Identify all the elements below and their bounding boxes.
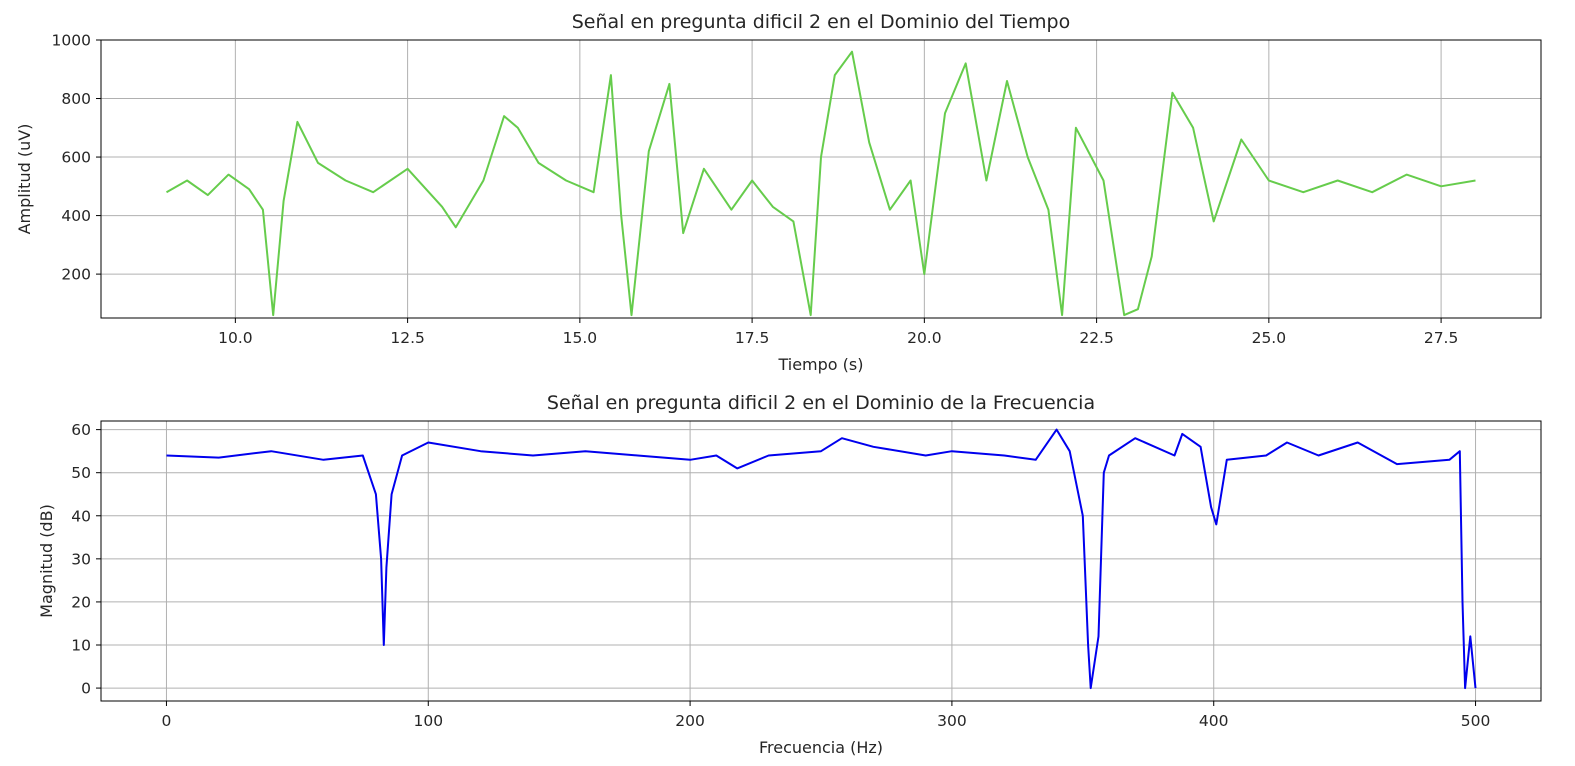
- freq-axes-frame: [100, 420, 1542, 702]
- freq-x-tick-label: 400: [1199, 712, 1229, 730]
- time-x-tick-label: 17.5: [735, 329, 770, 347]
- freq-y-tick-label: 40: [71, 507, 91, 525]
- freq-x-tick-label: 300: [937, 712, 967, 730]
- time-y-tick-label: 200: [61, 266, 91, 284]
- time-x-tick-label: 22.5: [1079, 329, 1114, 347]
- freq-x-tick-label: 100: [413, 712, 443, 730]
- time-y-tick-label: 400: [61, 207, 91, 225]
- freq-x-axis-label: Frecuencia (Hz): [759, 738, 883, 757]
- time-x-tick-label: 20.0: [907, 329, 942, 347]
- time-x-tick-label: 10.0: [218, 329, 253, 347]
- time-y-axis-label: Amplitud (uV): [15, 124, 34, 235]
- freq-x-tick-label: 0: [162, 712, 172, 730]
- freq-y-tick-label: 50: [71, 464, 91, 482]
- time-x-tick-label: 27.5: [1424, 329, 1459, 347]
- freq-chart-title: Señal en pregunta dificil 2 en el Domini…: [547, 392, 1095, 414]
- freq-series-line: [166, 428, 1477, 690]
- freq-x-tick-label: 200: [675, 712, 705, 730]
- time-x-axis-label: Tiempo (s): [777, 355, 863, 374]
- time-chart-title: Señal en pregunta dificil 2 en el Domini…: [572, 11, 1070, 33]
- freq-y-tick-label: 0: [81, 680, 91, 698]
- freq-y-axis-label: Magnitud (dB): [37, 504, 56, 618]
- freq-y-tick-label: 60: [71, 421, 91, 439]
- time-y-tick-label: 600: [61, 149, 91, 167]
- time-axes-frame: [100, 39, 1542, 319]
- freq-chart: 0 100 200 300 400 500 0 10 20 30 40 50 60 Señal en pr…: [37, 392, 1542, 757]
- time-y-tick-label: 1000: [52, 32, 91, 50]
- time-x-tick-label: 15.0: [563, 329, 598, 347]
- freq-y-tick-label: 30: [71, 550, 91, 568]
- time-series-line: [166, 50, 1476, 317]
- freq-y-tick-label: 20: [71, 593, 91, 611]
- freq-x-tick-label: 500: [1461, 712, 1491, 730]
- freq-y-tick-label: 10: [71, 637, 91, 655]
- time-x-tick-label: 12.5: [390, 329, 425, 347]
- time-y-tick-label: 800: [61, 90, 91, 108]
- time-x-tick-label: 25.0: [1252, 329, 1287, 347]
- time-chart: 10.0 12.5 15.0 17.5 20.0 22.5 25.0 27.5 200 400 60…: [15, 11, 1542, 374]
